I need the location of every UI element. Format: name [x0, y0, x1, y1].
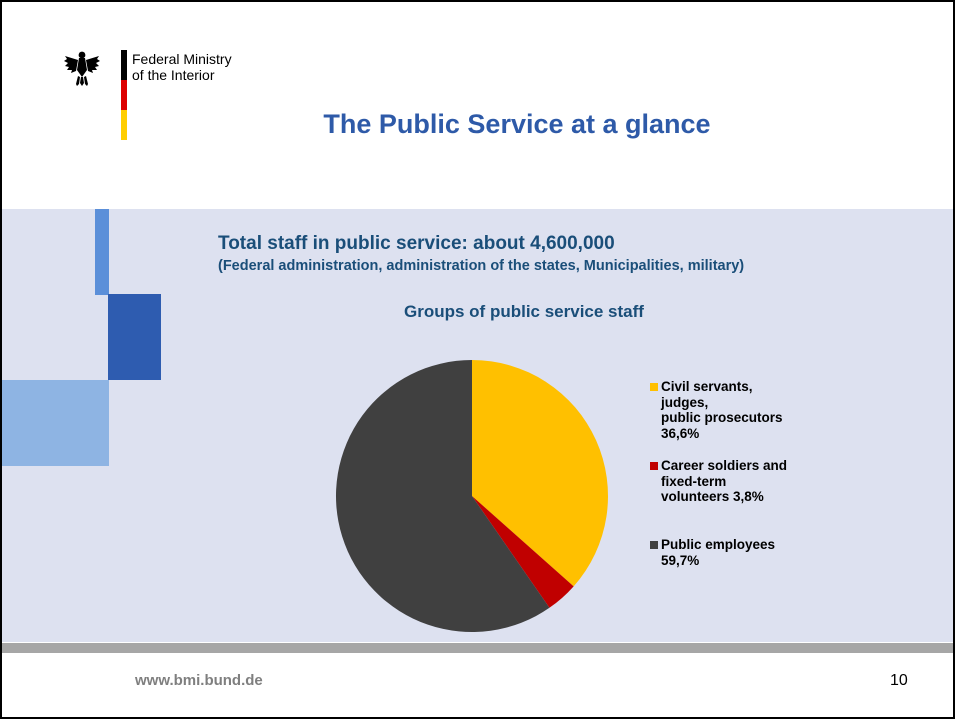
- ministry-name: Federal Ministry of the Interior: [132, 51, 232, 83]
- legend-label: Civil servants, judges, public prosecuto…: [661, 379, 783, 441]
- decorative-square: [2, 380, 109, 466]
- flag-stripe-black: [121, 50, 127, 80]
- legend-label: Career soldiers and fixed-term volunteer…: [661, 458, 788, 504]
- legend-swatch: [650, 541, 658, 549]
- chart-title: Groups of public service staff: [404, 302, 644, 321]
- pie-chart: [335, 359, 609, 632]
- decorative-square: [108, 294, 161, 380]
- pie-slice: [472, 360, 609, 587]
- legend-swatch: [650, 462, 658, 470]
- pie-slice: [472, 496, 574, 608]
- ministry-logo: Federal Ministry of the Interior: [64, 50, 264, 142]
- legend-label: Public employees 59,7%: [661, 537, 776, 568]
- ministry-name-line2: of the Interior: [132, 67, 215, 83]
- footer-band: [2, 643, 953, 653]
- slide-title: The Public Service at a glance: [323, 109, 711, 139]
- legend-item: Public employees 59,7%: [650, 537, 860, 568]
- page-number: 10: [890, 672, 908, 689]
- federal-eagle-icon: [64, 51, 100, 86]
- decorative-square: [95, 209, 109, 295]
- flag-stripe-gold: [121, 110, 127, 140]
- total-staff-subline: (Federal administration, administration …: [218, 258, 745, 274]
- footer-url: www.bmi.bund.de: [135, 672, 263, 689]
- ministry-name-line1: Federal Ministry: [132, 51, 232, 67]
- legend-item: Civil servants, judges, public prosecuto…: [650, 379, 860, 441]
- legend-swatch: [650, 383, 658, 391]
- pie-slice: [335, 359, 550, 632]
- legend-item: Career soldiers and fixed-term volunteer…: [650, 458, 860, 505]
- flag-stripe-red: [121, 80, 127, 110]
- national-flag-bar: [121, 50, 127, 140]
- total-staff-headline: Total staff in public service: about 4,6…: [218, 233, 615, 254]
